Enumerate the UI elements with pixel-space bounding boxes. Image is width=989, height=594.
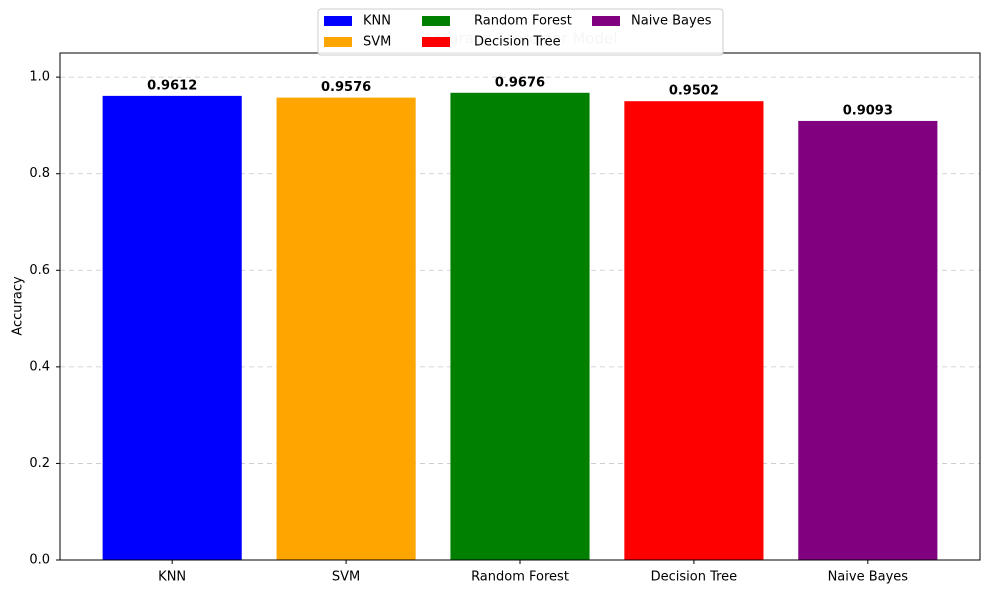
value-label: 0.9093 (843, 103, 893, 118)
legend-swatch (592, 16, 620, 26)
y-tick-label: 0.2 (29, 456, 50, 471)
value-label: 0.9612 (147, 78, 197, 93)
bar (102, 95, 242, 560)
value-label: 0.9676 (495, 75, 545, 90)
y-axis-label: Accuracy (11, 276, 26, 336)
y-tick-label: 0.0 (29, 553, 50, 568)
legend-swatch (324, 16, 352, 26)
bar (450, 92, 590, 561)
bar (798, 120, 938, 561)
y-tick-label: 0.4 (29, 359, 50, 374)
legend-label: SVM (363, 35, 391, 50)
y-tick-label: 1.0 (29, 70, 50, 85)
legend-swatch (422, 16, 450, 26)
legend-label: KNN (363, 14, 391, 29)
legend-swatch (422, 37, 450, 47)
bar (624, 101, 764, 560)
value-label: 0.9502 (669, 84, 719, 99)
y-tick-label: 0.8 (29, 166, 50, 181)
x-tick-label: Decision Tree (651, 570, 738, 585)
value-label: 0.9576 (321, 80, 371, 95)
legend-swatch (324, 37, 352, 47)
bar (276, 97, 416, 560)
legend-label: Random Forest (474, 14, 572, 29)
x-tick-label: Random Forest (471, 570, 569, 585)
x-tick-label: KNN (158, 570, 186, 585)
x-tick-label: Naive Bayes (828, 570, 909, 585)
legend-box (317, 8, 724, 56)
legend-label: Decision Tree (474, 35, 561, 50)
x-tick-label: SVM (332, 570, 360, 585)
legend-label: Naive Bayes (631, 14, 712, 29)
y-tick-label: 0.6 (29, 263, 50, 278)
